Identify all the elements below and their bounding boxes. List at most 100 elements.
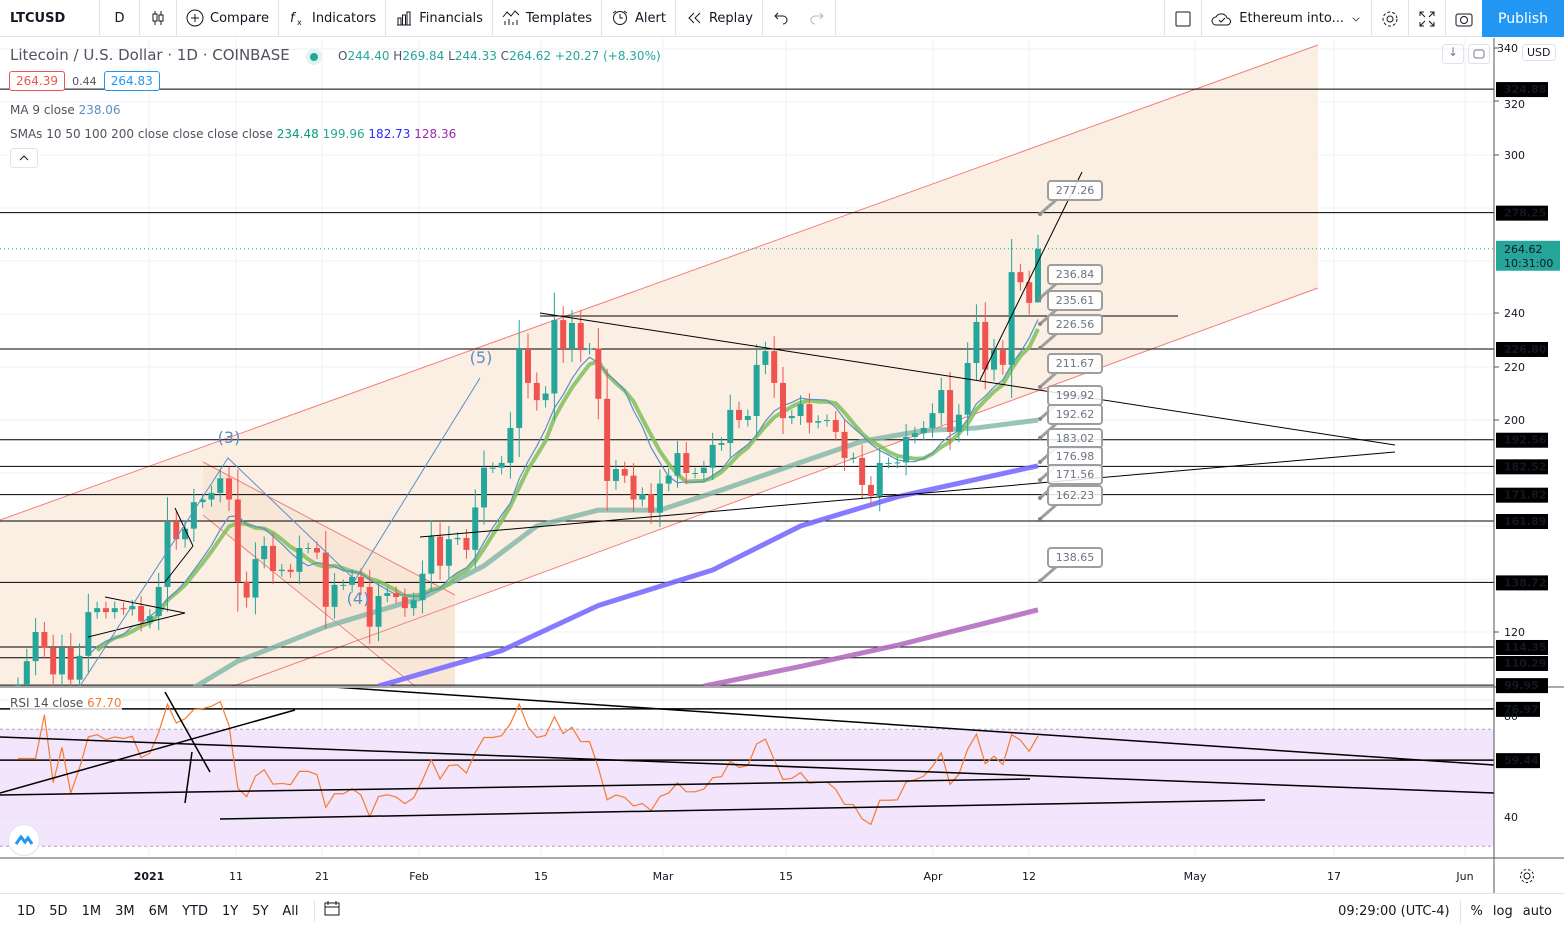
- candle: [322, 530, 329, 629]
- candle-body: [700, 467, 707, 473]
- currency-label[interactable]: USD: [1522, 44, 1556, 61]
- down-channel-fill: [203, 462, 455, 686]
- range-5d[interactable]: 5D: [49, 903, 68, 919]
- range-5y[interactable]: 5Y: [252, 903, 269, 919]
- callout-text: 236.84: [1056, 268, 1095, 281]
- templates-button[interactable]: Templates: [493, 0, 603, 37]
- range-1d[interactable]: 1D: [17, 903, 36, 919]
- settings-button[interactable]: [1371, 0, 1408, 37]
- buy-price[interactable]: 264.83: [103, 71, 160, 91]
- candle-body: [595, 348, 602, 399]
- candle-body: [542, 393, 549, 401]
- candle-body: [867, 484, 874, 497]
- candle: [525, 333, 531, 399]
- auto-toggle[interactable]: auto: [1522, 904, 1552, 919]
- tradingview-logo[interactable]: [8, 824, 40, 856]
- candle-body: [1026, 282, 1033, 303]
- collapse-legend-button[interactable]: [10, 148, 38, 168]
- candle: [234, 469, 241, 612]
- level-badge-label: 192.56: [1504, 434, 1547, 447]
- chart-canvas[interactable]: (3) (4) (5) 277.26 236.84 235.61 226.56 211.67 1…: [0, 38, 1564, 893]
- callout-text: 171.56: [1056, 468, 1095, 481]
- candle: [718, 437, 725, 451]
- candle: [375, 581, 382, 642]
- ohlc-values: O244.40 H269.84 L244.33 C264.62 +20.27 (…: [338, 49, 661, 63]
- log-toggle[interactable]: log: [1492, 904, 1513, 919]
- symbol-search[interactable]: LTCUSD: [0, 0, 100, 37]
- rsi-trend-line: [0, 778, 1031, 796]
- rsi-band: [0, 729, 1494, 847]
- candle: [797, 395, 804, 425]
- candles-icon: [152, 11, 164, 25]
- percent-toggle[interactable]: %: [1470, 904, 1483, 919]
- range-ytd[interactable]: YTD: [182, 903, 208, 919]
- candle-body: [340, 584, 347, 586]
- callout-anchor: [1038, 212, 1042, 216]
- candle: [867, 476, 874, 505]
- candle: [94, 601, 101, 619]
- go-to-date-button[interactable]: [323, 900, 341, 922]
- candle-body: [999, 350, 1006, 365]
- level-badge: [1496, 575, 1548, 591]
- candle: [841, 418, 848, 471]
- candle-body: [894, 462, 901, 464]
- candle: [410, 592, 417, 616]
- candle: [23, 648, 30, 686]
- time-tick-label: Apr: [923, 870, 943, 883]
- candle-body: [23, 661, 30, 685]
- candle-body: [762, 351, 769, 365]
- candle: [296, 535, 303, 585]
- chart-type-button[interactable]: [140, 0, 177, 37]
- layout-menu-button[interactable]: Ethereum into...: [1201, 0, 1371, 37]
- candle-body: [674, 453, 681, 476]
- compare-button[interactable]: Compare: [177, 0, 279, 37]
- candle: [639, 487, 646, 507]
- maximize-pane-button[interactable]: [1468, 44, 1490, 64]
- callout-anchor: [1038, 322, 1042, 326]
- range-3m[interactable]: 3M: [115, 903, 135, 919]
- candle-body: [199, 499, 206, 503]
- range-1y[interactable]: 1Y: [221, 903, 239, 919]
- candle-body: [419, 573, 426, 601]
- range-all[interactable]: All: [282, 903, 299, 919]
- candle: [982, 302, 989, 390]
- candle: [1035, 234, 1041, 303]
- financials-button[interactable]: Financials: [386, 0, 493, 37]
- interval-button[interactable]: D: [100, 0, 140, 37]
- range-6m[interactable]: 6M: [148, 903, 169, 919]
- candle: [366, 569, 373, 644]
- templates-label: Templates: [525, 10, 593, 26]
- gear-icon: [1382, 11, 1398, 26]
- fullscreen-icon: [1419, 11, 1435, 26]
- fullscreen-button[interactable]: [1408, 0, 1445, 37]
- candle: [208, 485, 215, 507]
- candle: [894, 456, 901, 469]
- alert-button[interactable]: Alert: [602, 0, 676, 37]
- replay-button[interactable]: Replay: [676, 0, 763, 37]
- publish-button[interactable]: Publish: [1482, 0, 1564, 37]
- scroll-to-latest-button[interactable]: ↓: [1442, 44, 1464, 64]
- level-badge: [1496, 341, 1548, 357]
- callout-text: 183.02: [1056, 432, 1095, 445]
- ma-legend[interactable]: MA 9 close 238.06: [10, 103, 121, 117]
- price-pane: (3) (4) (5) 277.26 236.84 235.61 226.56 211.67 1…: [0, 38, 1494, 686]
- snapshot-button[interactable]: [1445, 0, 1482, 37]
- time-tick-label: 17: [1327, 870, 1341, 883]
- rsi-legend[interactable]: RSI 14 close 67.70: [10, 696, 122, 710]
- indicators-button[interactable]: f x Indicators: [279, 0, 387, 37]
- level-badge: [1496, 487, 1548, 503]
- multi-layout-button[interactable]: [1164, 0, 1201, 37]
- range-1m[interactable]: 1M: [81, 903, 102, 919]
- chart-settings-button[interactable]: [1518, 867, 1536, 889]
- timezone-button[interactable]: 09:29:00 (UTC-4): [1338, 904, 1450, 919]
- undo-button[interactable]: [763, 0, 799, 37]
- candle: [999, 340, 1006, 375]
- candle: [551, 292, 558, 421]
- redo-button[interactable]: [799, 0, 836, 37]
- callout-box: [1047, 264, 1103, 285]
- sell-price[interactable]: 264.39: [9, 71, 65, 91]
- candle: [815, 415, 822, 429]
- price-callout: 192.62: [1038, 404, 1103, 440]
- time-tick-label: 15: [534, 870, 548, 883]
- smas-legend[interactable]: SMAs 10 50 100 200 close close close clo…: [10, 127, 457, 141]
